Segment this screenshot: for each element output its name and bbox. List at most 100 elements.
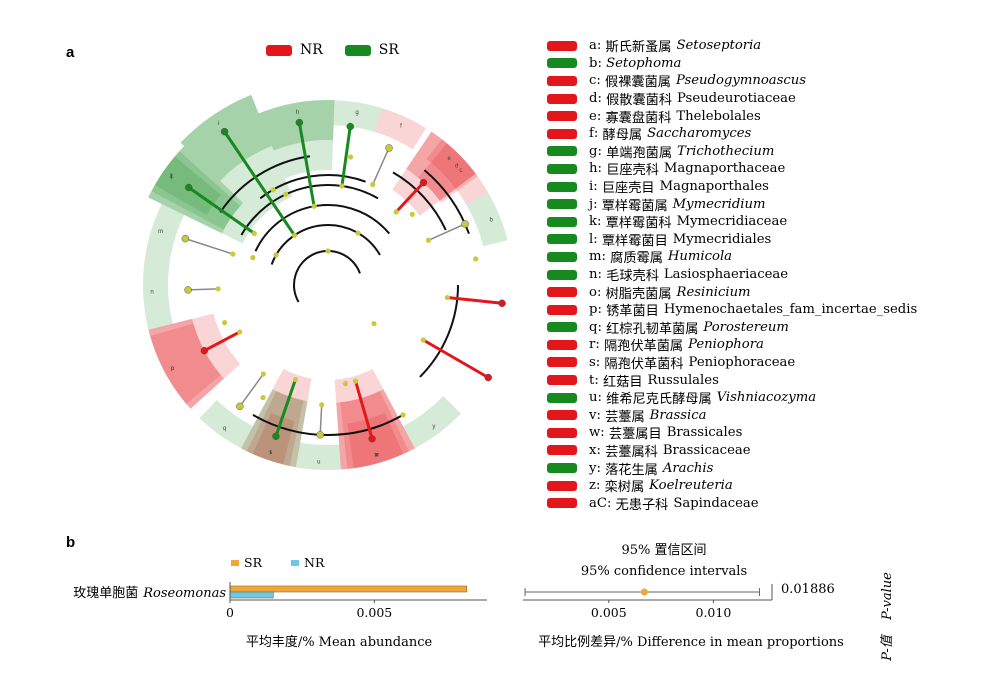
taxon-chinese-name: 假裸囊菌属 bbox=[605, 75, 671, 91]
clade-sector-label: r bbox=[270, 450, 272, 456]
taxon-letter: p bbox=[589, 302, 598, 318]
taxon-chinese-name: 红棕孔韧革菌属 bbox=[606, 321, 699, 337]
tree-branch bbox=[422, 338, 489, 379]
tree-branch bbox=[319, 404, 323, 435]
taxon-letter: o bbox=[589, 284, 597, 300]
clade-sector bbox=[241, 368, 312, 468]
clade-sector bbox=[180, 94, 293, 220]
taxon-latin-name: Brassicaceae bbox=[662, 442, 751, 458]
taxon-chinese-name: 维希尼克氏酵母属 bbox=[606, 392, 712, 408]
taxon-letter: r bbox=[589, 337, 596, 353]
tree-node bbox=[319, 402, 325, 408]
taxon-latin-name: Brassicales bbox=[666, 425, 743, 441]
legend-label: NR bbox=[304, 555, 325, 570]
taxon-letter: z bbox=[589, 478, 596, 494]
taxon-key-row: r: 隔孢伏革菌属 Peniophora bbox=[547, 336, 997, 354]
tree-node bbox=[215, 286, 221, 292]
taxon-colon: : bbox=[597, 267, 607, 283]
tree-branch bbox=[203, 330, 241, 353]
taxon-letter: d bbox=[589, 91, 598, 107]
taxon-latin-name: Hymenochaetales_fam_incertae_sedis bbox=[663, 302, 918, 318]
taxon-latin-name: Pseudogymnoascus bbox=[675, 73, 807, 89]
taxon-color-swatch bbox=[547, 75, 577, 86]
taxon-colon: : bbox=[597, 91, 607, 107]
tree-node bbox=[393, 209, 399, 215]
taxon-color-swatch bbox=[547, 322, 577, 333]
taxon-letter: c bbox=[589, 73, 597, 89]
tree-node bbox=[370, 181, 376, 188]
bar-sr bbox=[229, 585, 468, 593]
taxon-colon: : bbox=[593, 196, 602, 212]
tree-node bbox=[400, 412, 406, 418]
taxon-letter: a bbox=[589, 38, 597, 54]
taxon-latin-name: Brassica bbox=[649, 407, 707, 423]
ci-x-axis-title: 平均比例差异/% Difference in mean proportions bbox=[538, 635, 844, 650]
clade-sector bbox=[417, 143, 478, 203]
tree-branch bbox=[297, 122, 316, 207]
taxon-chinese-name: 毛球壳科 bbox=[606, 269, 659, 285]
taxon-key-row: k: 覃样霉菌科 Mymecridiaceae bbox=[547, 213, 997, 231]
taxon-letter: v bbox=[589, 407, 597, 423]
taxon-key-row: h: 巨座壳科 Magnaporthaceae bbox=[547, 160, 997, 178]
tree-node bbox=[250, 255, 256, 261]
taxon-key-row: d: 假散囊菌科 Pseudeurotiaceae bbox=[547, 90, 997, 108]
taxon-key-row: t: 红菇目 Russulales bbox=[547, 371, 997, 390]
tree-node bbox=[283, 191, 289, 197]
legend-label: SR bbox=[244, 555, 263, 570]
tree-node bbox=[346, 122, 355, 131]
taxon-colon: : bbox=[594, 372, 603, 388]
taxon-key-row: p: 锈革菌目 Hymenochaetales_fam_incertae_sedi… bbox=[547, 301, 997, 319]
taxon-chinese-name: 斯氏新蚤属 bbox=[605, 40, 672, 56]
tree-branch-arc bbox=[423, 169, 470, 235]
tree-node bbox=[498, 299, 506, 308]
taxon-colon: : bbox=[596, 284, 606, 300]
tree-node bbox=[316, 431, 324, 439]
taxon-color-swatch bbox=[547, 463, 577, 474]
taxon-color-swatch bbox=[547, 392, 577, 403]
taxon-key-row: x: 芸薹属科 Brassicaceae bbox=[547, 442, 997, 460]
taxon-key-row: e: 寡囊盘菌科 Thelebolales bbox=[547, 107, 997, 126]
clade-sector bbox=[333, 100, 383, 132]
taxon-key-row: n: 毛球壳科 Lasiosphaeriaceae bbox=[547, 266, 997, 284]
taxon-letter: e bbox=[589, 108, 597, 124]
taxon-chinese-name: 隔孢伏革菌科 bbox=[604, 356, 684, 372]
clade-sector-label: l bbox=[171, 174, 172, 180]
clade-sector-label: k bbox=[170, 174, 174, 180]
taxon-colon: : bbox=[596, 38, 606, 54]
clade-sector bbox=[199, 400, 253, 449]
taxon-letter: k bbox=[589, 214, 597, 230]
taxon-latin-name: Setophoma bbox=[606, 55, 682, 71]
x-axis-title: 平均丰度/% Mean abundance bbox=[246, 634, 433, 650]
taxa-key-list: a: 斯氏新蚤属 Setoseptoria b: Setophoma c: 假裸囊菌属… bbox=[547, 37, 997, 513]
taxon-latin-name: Lasiosphaeriaceae bbox=[663, 267, 789, 283]
taxon-colon: : bbox=[596, 442, 606, 458]
taxon-color-swatch bbox=[547, 163, 577, 174]
tree-node bbox=[420, 337, 426, 343]
taxon-color-swatch bbox=[547, 480, 577, 491]
taxon-colon: : bbox=[595, 337, 604, 353]
taxon-latin-name: Mymecridiaceae bbox=[676, 214, 788, 230]
tree-branch bbox=[274, 379, 297, 437]
taxon-latin-name: Peniophora bbox=[688, 337, 764, 353]
tree-node bbox=[444, 294, 450, 301]
clade-sector-label: q bbox=[223, 426, 226, 432]
taxon-letter: q bbox=[589, 319, 598, 335]
taxon-letter: n bbox=[589, 267, 598, 283]
taxon-colon: : bbox=[597, 214, 606, 230]
taxon-colon: : bbox=[595, 478, 605, 494]
taxon-colon: : bbox=[596, 73, 606, 89]
tree-branch-arc bbox=[270, 224, 381, 265]
taxon-color-swatch bbox=[547, 375, 577, 386]
taxon-chinese-name: 栾树属 bbox=[604, 480, 645, 496]
taxon-key-row: o: 树脂壳菌属 Resinicium bbox=[547, 283, 997, 302]
taxon-chinese-name: 巨座壳科 bbox=[606, 163, 659, 179]
taxon-latin-name: Pseudeurotiaceae bbox=[677, 91, 796, 107]
tree-branch-arc bbox=[293, 250, 361, 303]
clade-sector-inner bbox=[180, 94, 272, 181]
taxon-latin-name: Vishniacozyma bbox=[716, 390, 817, 406]
tree-branch bbox=[372, 147, 390, 185]
tree-node bbox=[325, 248, 331, 254]
clade-sector-label: v bbox=[375, 453, 378, 459]
taxon-chinese-name: 芸薹属目 bbox=[608, 427, 662, 443]
legend-swatch-nr bbox=[266, 44, 292, 56]
